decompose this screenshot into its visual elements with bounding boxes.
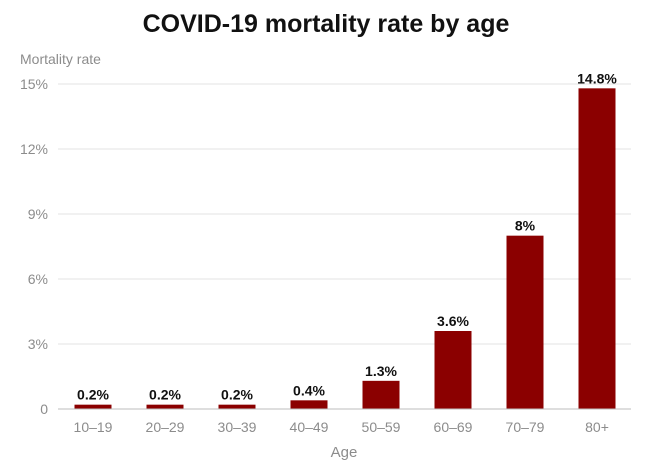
bar — [74, 404, 112, 409]
bar — [362, 380, 400, 409]
y-axis-label: Mortality rate — [20, 51, 101, 67]
data-label: 8% — [515, 218, 536, 234]
x-tick-label: 20–29 — [146, 419, 185, 435]
bar — [434, 331, 472, 409]
x-tick-label: 30–39 — [218, 419, 257, 435]
gridlines — [58, 83, 631, 345]
y-tick-label: 15% — [20, 76, 48, 92]
bars — [74, 88, 616, 409]
x-tick-label: 80+ — [585, 419, 609, 435]
x-tick-label: 60–69 — [434, 419, 473, 435]
y-tick-label: 3% — [28, 336, 48, 352]
data-label: 3.6% — [437, 313, 469, 329]
data-label: 0.2% — [221, 387, 253, 403]
y-tick-label: 0 — [40, 401, 48, 417]
data-labels: 0.2% 0.2% 0.2% 0.4% 1.3% 3.6% 8% 14.8% — [77, 70, 617, 402]
y-tick-labels: 0 3% 6% 9% 12% 15% — [20, 76, 48, 417]
y-tick-label: 9% — [28, 206, 48, 222]
x-tick-label: 40–49 — [290, 419, 329, 435]
data-label: 1.3% — [365, 363, 397, 379]
data-label: 14.8% — [577, 70, 617, 86]
x-axis-label: Age — [331, 444, 358, 461]
y-tick-label: 6% — [28, 271, 48, 287]
data-label: 0.2% — [77, 387, 109, 403]
data-label: 0.4% — [293, 382, 325, 398]
x-tick-label: 70–79 — [506, 419, 545, 435]
x-tick-label: 50–59 — [362, 419, 401, 435]
x-tick-label: 10–19 — [74, 419, 113, 435]
y-tick-label: 12% — [20, 141, 48, 157]
data-label: 0.2% — [149, 387, 181, 403]
bar — [146, 404, 184, 409]
x-tick-labels: 10–19 20–29 30–39 40–49 50–59 60–69 70–79 80+ — [74, 419, 609, 435]
bar — [506, 235, 544, 409]
bar — [218, 404, 256, 409]
chart-title: COVID-19 mortality rate by age — [143, 10, 510, 38]
bar — [290, 400, 328, 409]
bar — [578, 88, 616, 409]
